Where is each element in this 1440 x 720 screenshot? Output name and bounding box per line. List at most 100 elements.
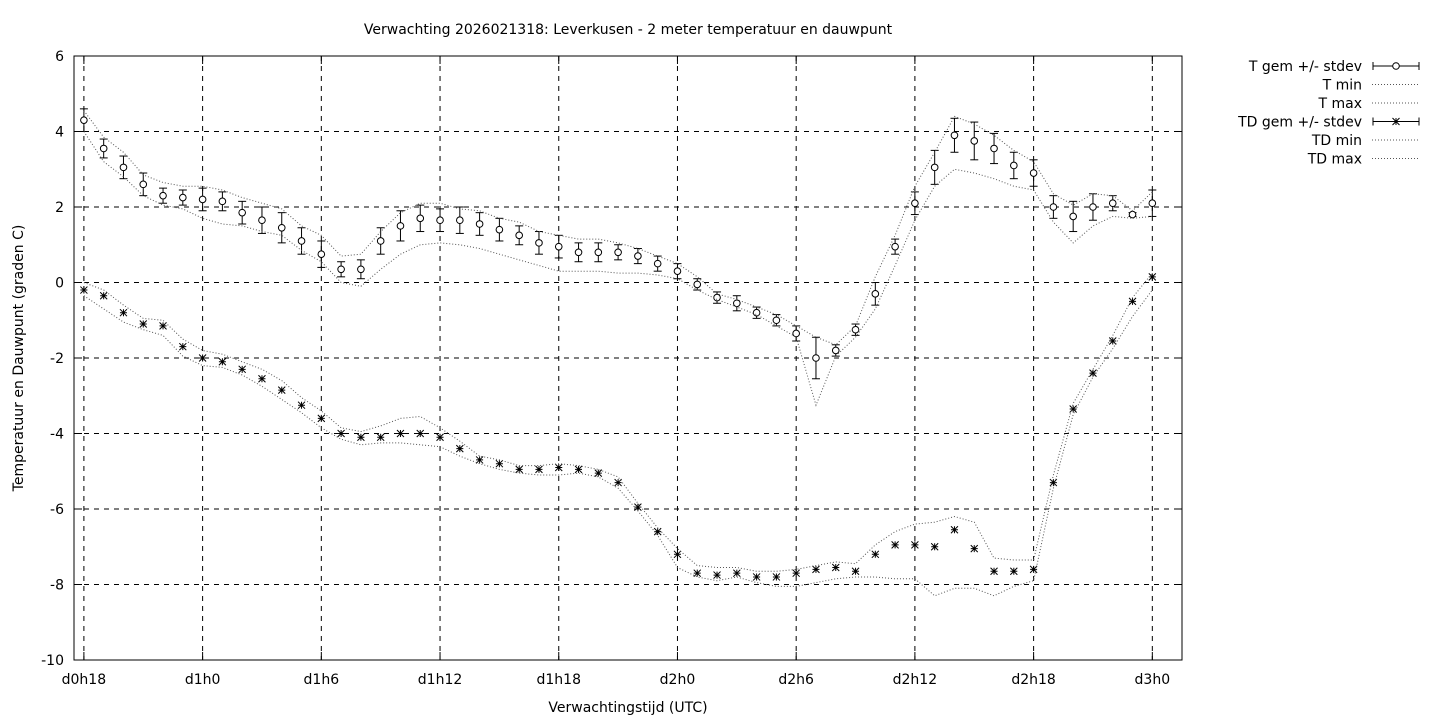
data-point (772, 316, 781, 325)
x-tick-label: d1h0 (185, 672, 221, 688)
legend-label: TD min (1311, 133, 1362, 149)
data-point (673, 267, 682, 275)
data-point (851, 567, 860, 576)
data-point (594, 248, 603, 257)
y-tick-label: -2 (50, 351, 64, 367)
data-point (198, 354, 207, 362)
data-point (416, 429, 425, 438)
data-point (198, 195, 207, 204)
data-point (396, 429, 405, 438)
x-tick-label: d2h6 (778, 672, 814, 688)
data-point (376, 237, 385, 245)
data-point (554, 463, 563, 472)
data-point (831, 346, 840, 355)
data-point (831, 563, 840, 572)
y-axis-ticks: 6 4 2 0 -2 -4 -6 -8 -10 (41, 49, 1182, 669)
y-axis-label: Temperatuur en Dauwpunt (graden C) (11, 225, 27, 493)
data-point (297, 401, 306, 410)
series-t-max (83, 110, 1153, 346)
data-point (495, 459, 504, 468)
x-tick-label: d1h6 (304, 672, 340, 688)
data-point (1148, 199, 1157, 208)
data-point (357, 433, 365, 442)
data-point (653, 527, 662, 536)
data-point (218, 197, 227, 206)
data-point (851, 325, 860, 334)
t-min-line (83, 131, 1153, 407)
data-point (752, 308, 761, 317)
y-tick-label: 6 (55, 49, 64, 65)
data-point (337, 265, 345, 274)
data-point (139, 180, 148, 189)
x-axis-ticks: d0h18 d1h0 d1h6 d1h12 d1h18 d2h0 d2h6 d2h12 d2h1… (62, 56, 1170, 688)
data-point (594, 469, 603, 477)
data-point (258, 216, 266, 225)
legend-item-td-gem-stdev: TD gem +/- stdev (1237, 115, 1420, 131)
data-point (574, 248, 583, 257)
data-point (634, 503, 642, 511)
data-point (1108, 199, 1117, 208)
data-point (891, 541, 899, 549)
data-point (772, 573, 781, 581)
data-point (871, 550, 880, 559)
data-point (792, 329, 800, 338)
data-point (554, 242, 563, 251)
series-layer (79, 108, 1157, 597)
t-max-line (83, 110, 1153, 346)
data-point (1128, 210, 1137, 219)
data-point (1089, 369, 1097, 377)
data-point (970, 544, 979, 553)
data-point (317, 250, 326, 258)
data-point (297, 237, 306, 245)
data-point (1009, 567, 1018, 576)
td-max-line (83, 272, 1153, 572)
data-point (614, 478, 622, 487)
x-tick-label: d2h18 (1011, 672, 1055, 688)
data-point (1128, 297, 1137, 306)
data-point (515, 231, 523, 240)
data-point (871, 290, 880, 298)
legend-item-td-max: TD max (1307, 152, 1420, 168)
data-point (238, 208, 246, 217)
data-point (238, 365, 247, 374)
series-t-gem-stdev (79, 108, 1157, 380)
data-point (752, 573, 761, 581)
legend-label: T gem +/- stdev (1248, 59, 1362, 75)
data-point (1049, 478, 1058, 487)
data-point (159, 191, 167, 200)
data-point (436, 433, 444, 442)
data-point (693, 569, 702, 578)
x-tick-label: d3h0 (1135, 672, 1171, 688)
data-point (535, 239, 543, 247)
x-tick-label: d2h12 (893, 672, 937, 688)
y-tick-label: 4 (55, 125, 64, 141)
data-point (1108, 337, 1117, 345)
data-point (277, 386, 286, 394)
x-tick-label: d2h0 (660, 672, 696, 688)
data-point (119, 163, 128, 172)
data-point (218, 357, 227, 366)
data-point (416, 214, 425, 223)
data-point (990, 144, 998, 153)
data-point (1069, 212, 1077, 221)
data-point (732, 569, 741, 578)
data-point (634, 252, 642, 260)
data-point (495, 225, 504, 234)
legend-item-t-min: T min (1322, 78, 1420, 94)
data-point (950, 131, 959, 140)
data-point (930, 163, 939, 172)
grid-lines (74, 56, 1182, 660)
data-point (1029, 169, 1038, 177)
legend-label: TD gem +/- stdev (1237, 115, 1362, 131)
data-point (950, 525, 959, 534)
legend-label: T max (1317, 96, 1362, 112)
data-point (396, 222, 405, 230)
data-point (80, 116, 88, 124)
data-point (792, 569, 801, 578)
data-point (911, 541, 919, 549)
legend-label: TD max (1307, 152, 1362, 168)
data-point (673, 550, 682, 559)
data-point (1069, 405, 1078, 413)
data-point (99, 144, 108, 153)
data-point (812, 354, 820, 362)
